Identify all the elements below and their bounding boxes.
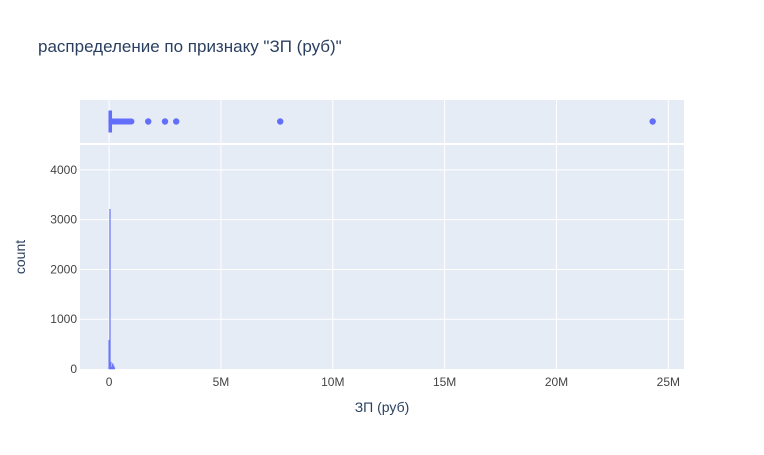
box-outlier-point: [128, 118, 135, 125]
x-tick-label: 25M: [657, 375, 680, 389]
histogram-bar: [110, 361, 112, 370]
marginal-box-plot: [108, 110, 656, 133]
marginal-grid: [108, 100, 669, 143]
x-axis-label: ЗП (руб): [355, 399, 410, 415]
x-tick-label: 0: [106, 375, 113, 389]
x-tick-label: 15M: [433, 375, 456, 389]
box-outlier-point: [172, 118, 180, 125]
chart-title: распределение по признаку "ЗП (руб)": [38, 37, 342, 56]
x-tick-label: 5M: [213, 375, 230, 389]
y-tick-label: 4000: [50, 163, 77, 177]
x-tick-label: 20M: [545, 375, 568, 389]
histogram-bars: [108, 209, 116, 370]
y-tick-label: 1000: [50, 312, 77, 326]
histogram-grid: [80, 145, 684, 369]
x-tick-label: 10M: [321, 375, 344, 389]
y-axis-ticks: 0 1000 2000 3000 4000: [50, 163, 77, 376]
histogram-plot-area: [80, 145, 684, 369]
box-outlier-point: [145, 118, 152, 125]
y-axis-label: count: [12, 240, 28, 274]
histogram-bar: [112, 365, 115, 370]
histogram-bar: [113, 367, 116, 370]
marginal-box-plot-area: [80, 100, 684, 143]
box-outlier-point: [649, 118, 656, 125]
histogram-bar: [109, 209, 111, 370]
y-tick-label: 2000: [50, 262, 77, 276]
box-outlier-point: [161, 118, 169, 125]
x-axis-ticks: 0 5M 10M 15M 20M 25M: [106, 375, 680, 389]
box-outlier-point: [277, 118, 284, 125]
y-tick-label: 0: [70, 362, 77, 376]
y-tick-label: 3000: [50, 213, 77, 227]
